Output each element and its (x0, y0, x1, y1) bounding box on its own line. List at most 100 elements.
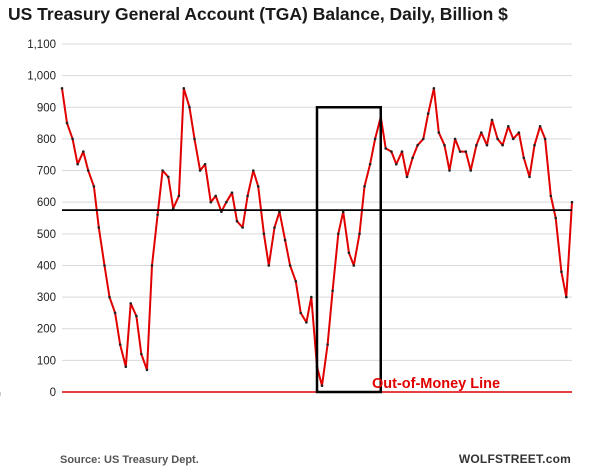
data-point (262, 232, 266, 236)
data-point (150, 264, 154, 267)
brand-label: WOLFSTREET.com (458, 452, 571, 466)
data-point (395, 162, 398, 166)
data-point (554, 216, 557, 220)
data-point (124, 365, 128, 369)
data-point (193, 137, 196, 141)
data-point (267, 264, 271, 267)
data-point (235, 219, 239, 223)
data-point (363, 185, 366, 188)
data-point (103, 264, 106, 267)
data-point (416, 143, 419, 147)
data-point (60, 87, 64, 90)
data-point (294, 280, 298, 283)
data-point (496, 137, 499, 141)
data-point (129, 302, 132, 305)
y-tick-label: 400 (37, 260, 56, 272)
data-point (400, 150, 404, 153)
data-point (246, 194, 249, 198)
data-point (448, 169, 451, 172)
data-point (220, 210, 223, 213)
data-point (256, 185, 260, 188)
data-point (384, 147, 388, 150)
data-point (475, 143, 478, 147)
data-point (490, 118, 494, 122)
data-point (326, 343, 329, 346)
data-point (198, 169, 202, 172)
data-point (135, 314, 138, 318)
data-point (225, 200, 228, 204)
y-axis-ticks: 0 100 200 300 400 500 600 700 800 900 1,000 1,100 (27, 39, 56, 399)
data-point (549, 194, 553, 198)
y-tick-label: 600 (37, 197, 56, 209)
y-tick-label: 100 (37, 355, 56, 367)
data-point (71, 137, 74, 141)
data-point (538, 125, 542, 128)
data-point (437, 131, 441, 134)
data-point (278, 210, 281, 213)
source-note: Source: US Treasury Dept. (60, 454, 199, 466)
data-point (299, 311, 303, 315)
data-point (522, 156, 526, 160)
data-point (469, 169, 473, 172)
data-point (565, 295, 568, 299)
data-point (368, 162, 372, 166)
data-point (390, 150, 393, 153)
data-point (252, 169, 255, 172)
data-point (76, 162, 79, 166)
data-point (203, 162, 207, 166)
data-point (358, 232, 361, 236)
data-point (188, 106, 191, 109)
data-point (501, 143, 504, 147)
data-point (570, 200, 574, 204)
data-point (177, 194, 181, 198)
data-point (167, 175, 170, 179)
data-point (464, 150, 468, 153)
data-point (337, 232, 340, 236)
data-point (533, 143, 536, 147)
data-point (161, 169, 164, 172)
overlay-layer: Out-of-Money Line (62, 106, 572, 394)
y-tick-label: 700 (37, 166, 56, 178)
x-axis-ticks: May-2021Jul-2021Sep-2021Nov-2021Jan-2022… (0, 392, 1, 405)
data-point (405, 175, 409, 179)
data-point (411, 156, 414, 160)
data-point (108, 295, 111, 299)
annotation-label: Out-of-Money Line (372, 376, 500, 392)
data-point (140, 352, 143, 356)
data-point (118, 343, 122, 346)
data-point (485, 143, 489, 147)
y-tick-label: 200 (37, 324, 56, 336)
data-point (156, 213, 159, 217)
data-point (480, 131, 483, 134)
y-tick-label: 0 (50, 387, 56, 399)
data-point (86, 169, 90, 172)
y-tick-label: 800 (37, 134, 56, 146)
data-point (65, 121, 69, 125)
chart-title: US Treasury General Account (TGA) Balanc… (8, 4, 508, 24)
data-point (288, 264, 292, 267)
data-point (92, 185, 96, 188)
data-point (82, 150, 85, 153)
data-point (182, 87, 186, 90)
data-point (543, 137, 547, 141)
data-point (432, 87, 436, 90)
data-point (458, 150, 462, 153)
data-point (331, 289, 334, 293)
data-point (443, 143, 446, 147)
y-tick-label: 900 (37, 102, 56, 114)
data-point (507, 125, 510, 128)
data-point (528, 175, 531, 179)
data-point (426, 112, 430, 115)
data-point (347, 251, 351, 255)
data-point (273, 226, 276, 229)
data-point (310, 295, 313, 299)
data-point (230, 191, 234, 194)
data-point (352, 264, 356, 267)
data-point (422, 137, 425, 141)
data-point (373, 137, 377, 141)
data-point (320, 384, 324, 388)
y-tick-label: 300 (37, 292, 56, 304)
data-point (145, 368, 149, 372)
data-point (305, 321, 308, 324)
